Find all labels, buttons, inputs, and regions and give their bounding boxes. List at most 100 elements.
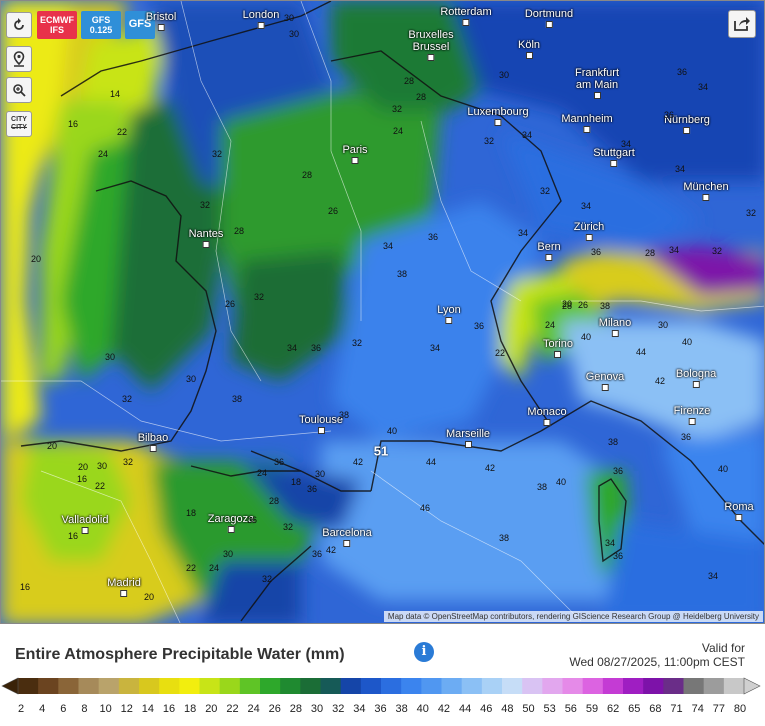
scale-color-cell [421, 678, 442, 694]
scale-color-cell [78, 678, 100, 694]
contour-value-label: 20 [143, 592, 155, 602]
scale-color-cell [199, 678, 221, 694]
contour-value-label: 36 [590, 247, 602, 257]
contour-value-label: 16 [67, 531, 79, 541]
scale-tick-label: 2 [17, 703, 25, 715]
scale-tick-label: 68 [649, 703, 662, 715]
scale-tick-label: 18 [184, 703, 197, 715]
info-icon[interactable]: i [414, 642, 434, 662]
city-dot [525, 52, 533, 59]
scale-tick-label: 80 [733, 703, 747, 715]
contour-value-label: 38 [498, 533, 510, 543]
contour-value-label: 30 [222, 549, 234, 559]
contour-value-label: 42 [352, 457, 364, 467]
city-dot [257, 22, 265, 29]
model-gfs-0125-button[interactable]: GFS 0.125 [81, 11, 121, 39]
contour-value-label: 32 [745, 208, 757, 218]
scale-tick-label: 65 [628, 703, 641, 715]
share-button[interactable] [728, 10, 756, 38]
scale-tick-label: 46 [480, 703, 493, 715]
contour-value-label: 30 [288, 29, 300, 39]
contour-value-label: 16 [19, 582, 31, 592]
contour-value-label: 30 [314, 469, 326, 479]
contour-value-label: 32 [199, 200, 211, 210]
contour-value-label: 38 [607, 437, 619, 447]
contour-value-label: 34 [668, 245, 680, 255]
contour-value-label: 32 [261, 574, 273, 584]
scale-color-cell [280, 678, 301, 694]
contour-value-label: 32 [121, 394, 133, 404]
city-dot [735, 514, 743, 521]
contour-value-label: 22 [94, 481, 106, 491]
contour-value-label: 30 [498, 70, 510, 80]
scale-tick-label: 34 [353, 703, 366, 715]
contour-value-label: 34 [620, 139, 632, 149]
refresh-icon [14, 18, 24, 30]
city-label: Marseille [446, 428, 490, 448]
contour-value-label: 34 [429, 343, 441, 353]
contour-value-label: 20 [561, 299, 573, 309]
city-label: Bern [537, 241, 561, 261]
city-dot [81, 527, 89, 534]
city-label: Bologna [676, 368, 716, 388]
city-label: Frankfurt am Main [575, 67, 619, 99]
contour-value-label: 36 [246, 515, 258, 525]
contour-value-label: 32 [122, 457, 134, 467]
scale-tick-label: 8 [81, 703, 88, 715]
city-label: Mannheim [561, 113, 613, 133]
city-label: Bristol [146, 11, 176, 31]
city-dot [343, 540, 351, 547]
contour-value-label: 26 [224, 299, 236, 309]
city-label: Rotterdam [440, 6, 492, 26]
city-labels-toggle[interactable]: CITY CITY [6, 111, 32, 137]
scale-tick-label: 59 [585, 703, 599, 715]
valid-time: Valid for Wed 08/27/2025, 11:00pm CEST [569, 641, 745, 669]
city-dot [702, 194, 710, 201]
share-icon [734, 17, 750, 31]
scale-color-cell [239, 678, 261, 694]
contour-value-label: 32 [539, 186, 551, 196]
scale-tick-label: 26 [268, 703, 281, 715]
contour-value-label: 38 [231, 394, 243, 404]
city-label: Bruxelles Brussel [408, 29, 454, 61]
contour-value-label: 20 [30, 254, 42, 264]
zoom-button[interactable] [6, 77, 32, 103]
contour-value-label: 32 [282, 522, 294, 532]
contour-value-label: 26 [577, 300, 589, 310]
model-gfs-button[interactable]: GFS [125, 11, 155, 39]
scale-color-cell [663, 678, 684, 694]
city-label: Genova [586, 371, 624, 391]
model-ecmwf-ifs-button[interactable]: ECMWF IFS [37, 11, 77, 39]
scale-color-cell [381, 678, 402, 694]
contour-value-label: 32 [711, 246, 723, 256]
contour-value-label: 42 [654, 376, 666, 386]
contour-value-label: 28 [415, 92, 427, 102]
city-dot [445, 317, 453, 324]
city-label: Paris [342, 144, 368, 164]
city-dot [494, 119, 502, 126]
city-dot [688, 418, 696, 425]
city-dot [120, 590, 128, 597]
city-dot [583, 126, 591, 133]
contour-value-label: 18 [185, 508, 197, 518]
scale-tick-label: 50 [522, 703, 535, 715]
city-label: Barcelona [322, 527, 372, 547]
refresh-button[interactable] [6, 12, 32, 38]
contour-value-label: 16 [76, 474, 88, 484]
city-dot [545, 21, 553, 28]
city-label: Stuttgart [593, 147, 635, 167]
contour-value-label: 40 [555, 477, 567, 487]
location-button[interactable] [6, 46, 32, 72]
contour-value-label: 34 [286, 343, 298, 353]
contour-value-label: 36 [427, 232, 439, 242]
city-toggle-strike: CITY [11, 124, 27, 131]
scale-color-cell [179, 678, 200, 694]
scale-tick-label: 22 [226, 703, 239, 715]
precipitable-water-map[interactable]: ECMWF IFS GFS 0.125 GFS CITY CITY London… [0, 0, 765, 624]
scale-color-cell [703, 678, 725, 694]
scale-color-cell [38, 678, 59, 694]
city-label: Monaco [527, 406, 567, 426]
contour-value-label: 32 [211, 149, 223, 159]
city-dot [692, 381, 700, 388]
contour-value-label: 36 [680, 432, 692, 442]
